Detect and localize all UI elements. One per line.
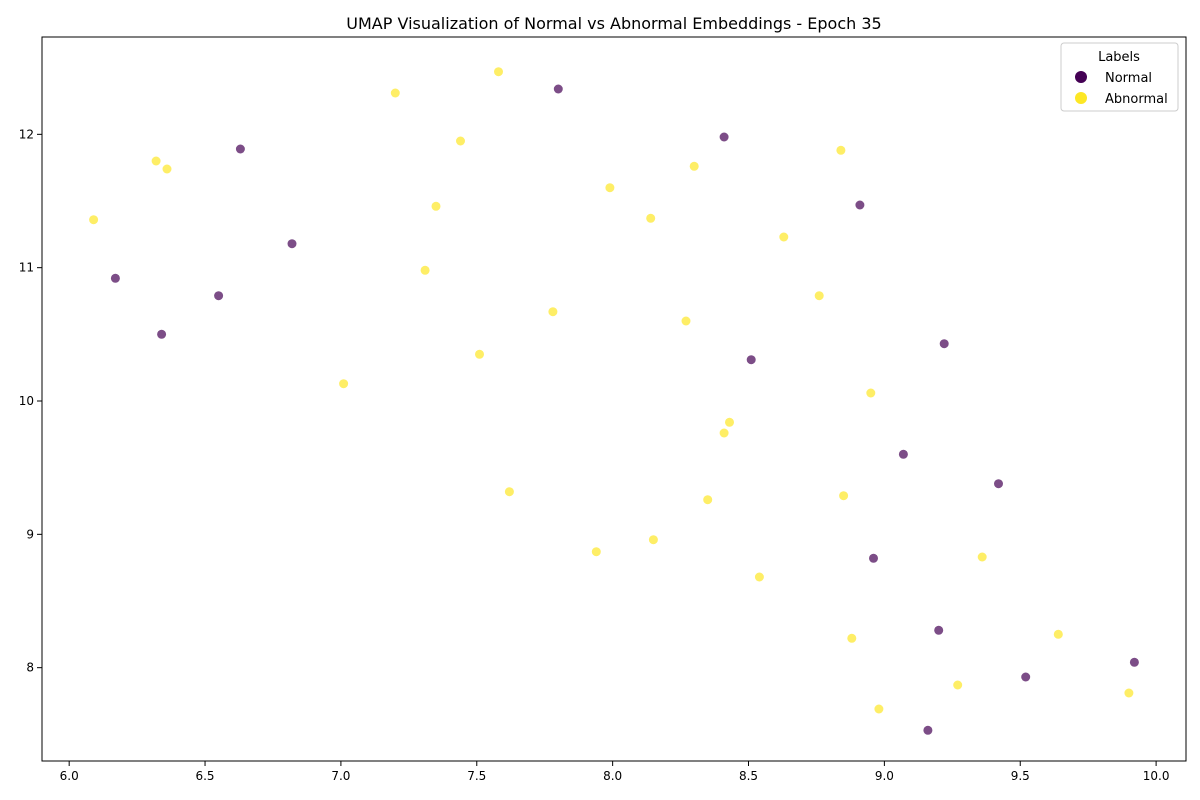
point-abnormal-21 bbox=[504, 487, 514, 497]
point-abnormal-15 bbox=[681, 316, 691, 326]
point-abnormal-19 bbox=[725, 417, 734, 427]
point-abnormal-30 bbox=[953, 680, 963, 690]
legend-marker-abnormal bbox=[1075, 92, 1087, 104]
point-abnormal-29 bbox=[847, 633, 857, 643]
point-abnormal-28 bbox=[1053, 629, 1063, 639]
legend-marker-normal bbox=[1075, 71, 1087, 83]
point-abnormal-32 bbox=[874, 704, 884, 714]
legend: Labels Normal Abnormal bbox=[1060, 42, 1179, 112]
y-tick-label-1: 9 bbox=[26, 527, 34, 541]
point-normal-11 bbox=[994, 479, 1003, 489]
y-axis: 8 9 10 11 12 bbox=[19, 127, 42, 675]
point-abnormal-18 bbox=[866, 388, 876, 398]
point-normal-16 bbox=[923, 725, 933, 735]
plot-frame bbox=[41, 36, 1187, 762]
point-normal-3 bbox=[855, 200, 865, 210]
y-tick-label-2: 10 bbox=[19, 394, 34, 408]
point-abnormal-26 bbox=[977, 552, 987, 562]
point-normal-1 bbox=[719, 132, 729, 142]
point-abnormal-0 bbox=[494, 67, 503, 77]
point-normal-0 bbox=[553, 84, 563, 94]
point-abnormal-8 bbox=[431, 201, 441, 211]
y-tick-label-4: 12 bbox=[19, 127, 34, 141]
point-normal-15 bbox=[1021, 672, 1031, 682]
x-tick-label-7: 9.5 bbox=[1011, 769, 1030, 783]
point-normal-14 bbox=[1129, 657, 1139, 667]
legend-title: Labels bbox=[1098, 50, 1140, 65]
point-normal-12 bbox=[869, 553, 878, 563]
point-abnormal-25 bbox=[648, 535, 658, 545]
point-normal-2 bbox=[235, 144, 245, 154]
point-abnormal-5 bbox=[162, 164, 172, 174]
point-abnormal-27 bbox=[754, 572, 764, 582]
point-abnormal-24 bbox=[591, 547, 601, 557]
point-abnormal-13 bbox=[814, 291, 824, 301]
point-abnormal-14 bbox=[548, 307, 558, 317]
point-abnormal-20 bbox=[719, 428, 729, 438]
point-abnormal-11 bbox=[779, 232, 789, 242]
point-normal-9 bbox=[746, 355, 756, 365]
legend-label-abnormal: Abnormal bbox=[1105, 92, 1168, 107]
point-normal-6 bbox=[214, 291, 224, 301]
point-abnormal-6 bbox=[689, 161, 699, 171]
point-abnormal-16 bbox=[475, 349, 484, 359]
x-tick-label-6: 9.0 bbox=[875, 769, 894, 783]
point-abnormal-2 bbox=[456, 136, 465, 146]
legend-label-normal: Normal bbox=[1105, 71, 1152, 86]
point-normal-13 bbox=[934, 625, 944, 635]
point-normal-4 bbox=[287, 239, 297, 249]
point-abnormal-10 bbox=[89, 215, 99, 225]
y-tick-label-3: 11 bbox=[19, 261, 34, 275]
point-normal-7 bbox=[157, 329, 167, 339]
plot-marks bbox=[89, 67, 1139, 735]
point-normal-5 bbox=[110, 273, 120, 283]
x-tick-label-3: 7.5 bbox=[467, 769, 486, 783]
point-abnormal-17 bbox=[339, 379, 349, 389]
point-abnormal-1 bbox=[390, 88, 400, 98]
point-abnormal-7 bbox=[605, 183, 615, 193]
point-normal-10 bbox=[898, 449, 908, 459]
point-abnormal-9 bbox=[646, 213, 656, 223]
point-abnormal-23 bbox=[703, 495, 713, 505]
x-tick-label-2: 7.0 bbox=[331, 769, 350, 783]
point-abnormal-22 bbox=[839, 491, 849, 501]
chart-title: UMAP Visualization of Normal vs Abnormal… bbox=[346, 14, 881, 33]
x-tick-label-8: 10.0 bbox=[1143, 769, 1170, 783]
point-abnormal-31 bbox=[1124, 688, 1134, 698]
point-abnormal-12 bbox=[420, 265, 430, 275]
x-tick-label-4: 8.0 bbox=[603, 769, 622, 783]
y-tick-label-0: 8 bbox=[26, 661, 34, 675]
x-tick-label-0: 6.0 bbox=[60, 769, 79, 783]
x-tick-label-1: 6.5 bbox=[195, 769, 214, 783]
legend-frame bbox=[1060, 42, 1179, 112]
point-abnormal-3 bbox=[836, 145, 846, 155]
x-tick-label-5: 8.5 bbox=[739, 769, 758, 783]
point-normal-8 bbox=[939, 339, 949, 349]
point-abnormal-4 bbox=[151, 156, 161, 166]
x-axis: 6.0 6.5 7.0 7.5 8.0 8.5 9.0 9.5 10.0 bbox=[60, 761, 1170, 783]
